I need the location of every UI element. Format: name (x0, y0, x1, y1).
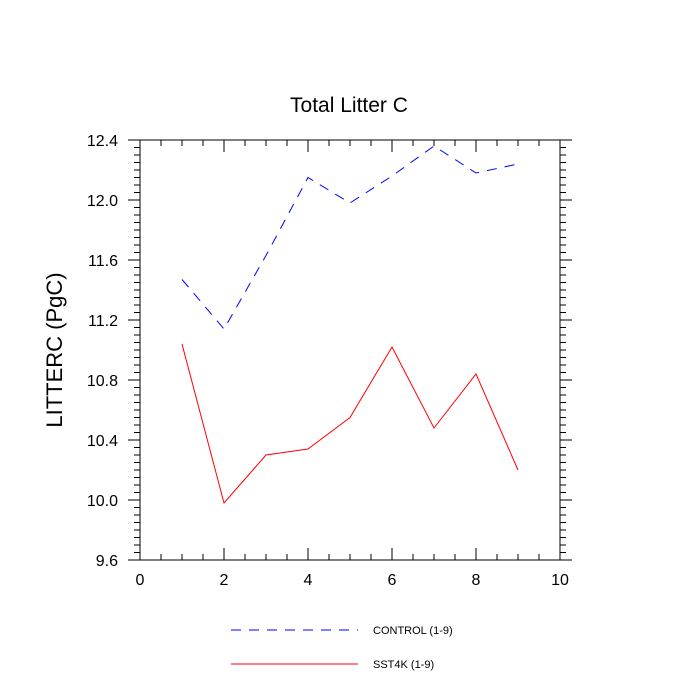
y-tick-label: 12.0 (87, 193, 118, 210)
axis-ticks (128, 139, 572, 561)
series-line-0 (181, 145, 519, 330)
x-tick-label: 6 (388, 572, 397, 589)
legend: CONTROL (1-9) SST4K (1-9) (231, 625, 453, 671)
series-lines (181, 145, 519, 505)
axis-tick-labels: 0 2 4 6 8 10 9.6 10.0 10.4 10.8 11.2 11.6 12.0 12.4 (87, 133, 569, 589)
legend-label-1: SST4K (1-9) (373, 659, 434, 671)
y-tick-label: 11.2 (88, 313, 118, 330)
y-tick-label: 10.0 (87, 493, 118, 510)
y-tick-label: 10.4 (87, 433, 118, 450)
chart-title: Total Litter C (290, 94, 408, 117)
plot-frame (139, 139, 561, 561)
x-tick-label: 8 (472, 572, 481, 589)
x-tick-label: 10 (551, 572, 569, 589)
y-tick-label: 12.4 (87, 133, 118, 150)
x-tick-label: 4 (304, 572, 313, 589)
series-line-1 (181, 343, 519, 505)
legend-label-0: CONTROL (1-9) (373, 625, 453, 637)
x-tick-label: 0 (136, 572, 145, 589)
y-axis-label: LITTERC (PgC) (42, 272, 67, 427)
x-tick-label: 2 (220, 572, 229, 589)
y-tick-label: 9.6 (96, 553, 118, 570)
y-tick-label: 10.8 (87, 373, 118, 390)
y-tick-label: 11.6 (88, 253, 118, 270)
